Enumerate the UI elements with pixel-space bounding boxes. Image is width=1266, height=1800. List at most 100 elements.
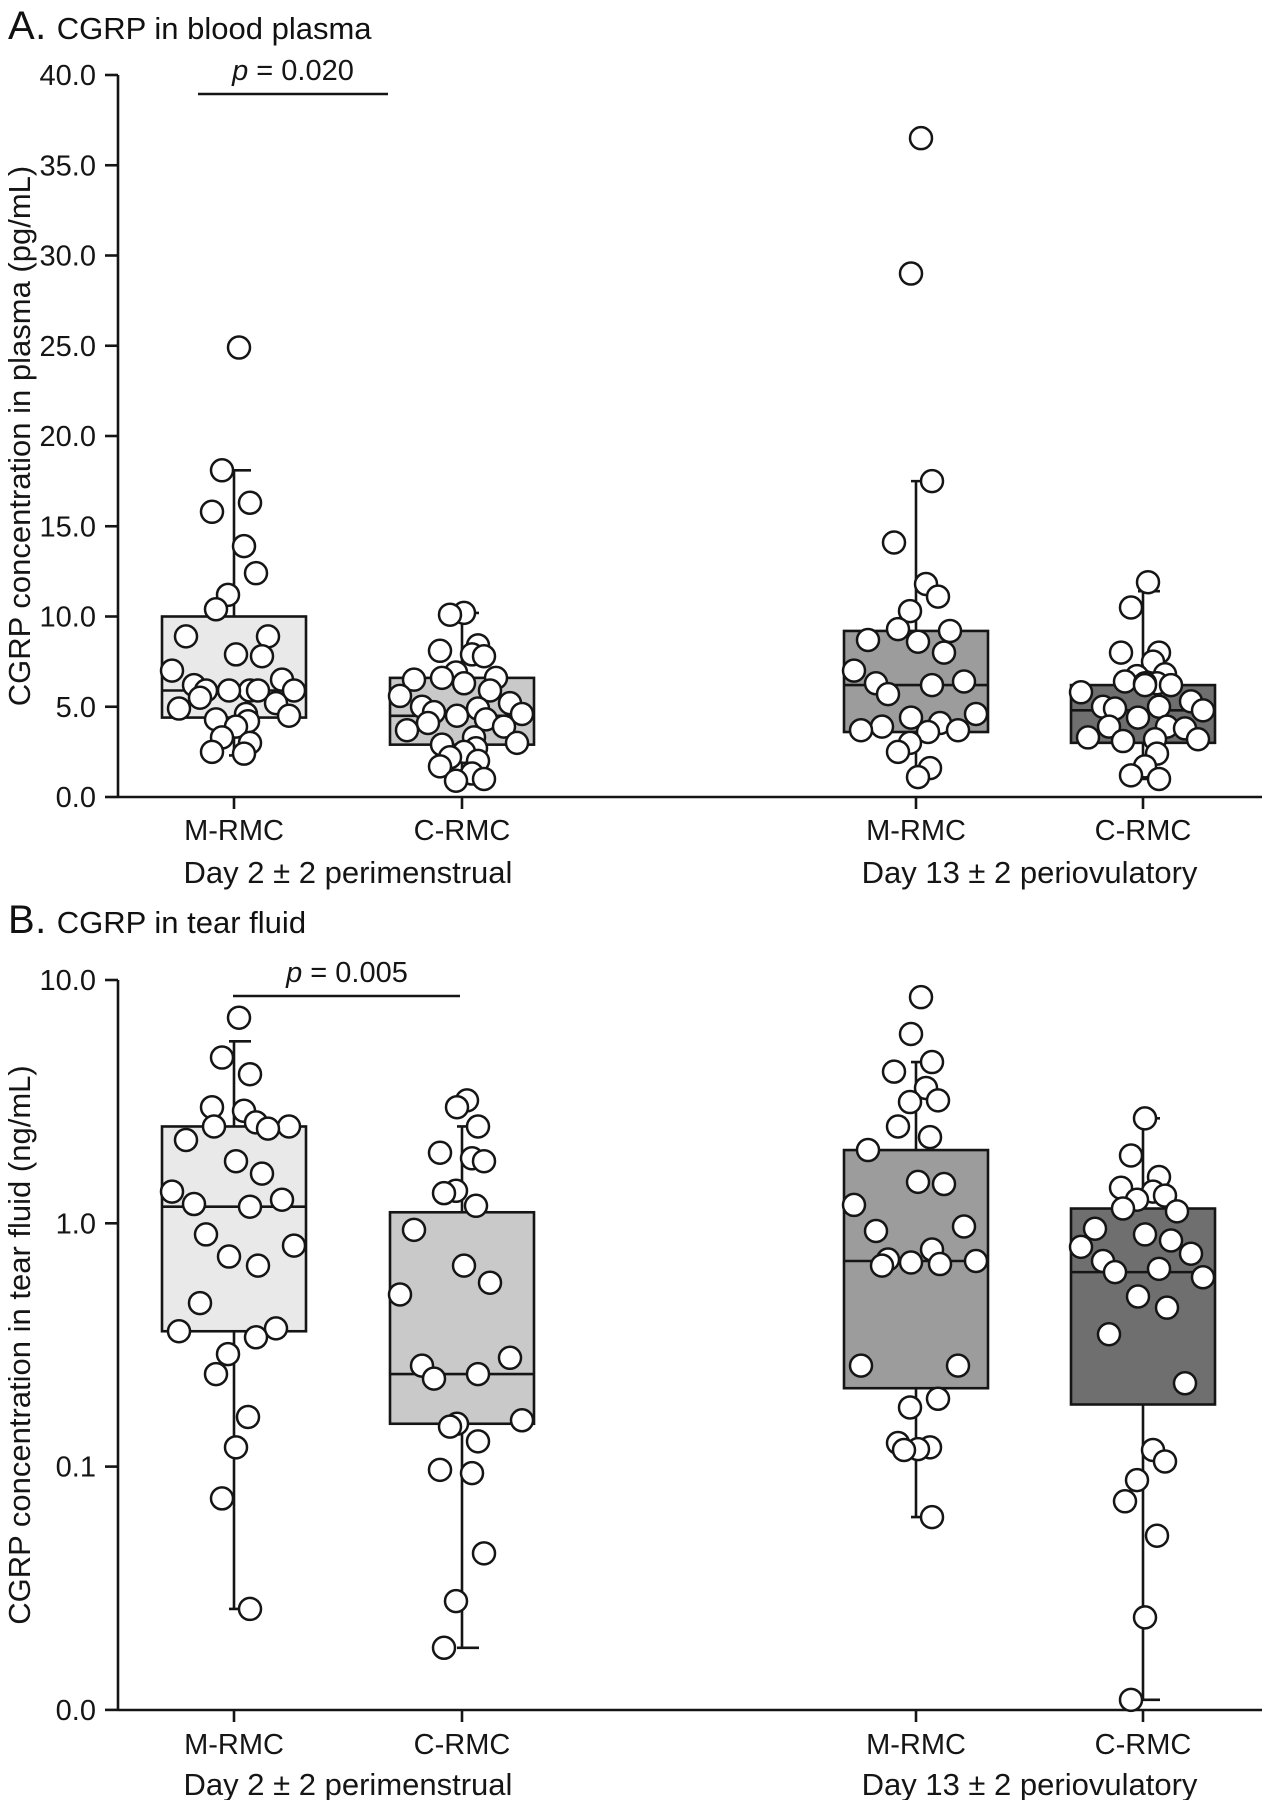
- data-point: [249, 643, 275, 669]
- data-point: [443, 768, 469, 794]
- data-point: [1158, 1228, 1184, 1253]
- data-point: [427, 638, 453, 664]
- data-point: [465, 1114, 491, 1139]
- data-point: [1118, 595, 1144, 620]
- panel-a-cycle-caption-0: Day 2 ± 2 perimenstrual: [184, 855, 513, 890]
- data-point: [199, 499, 225, 525]
- data-point: [1152, 1449, 1178, 1474]
- panel-b-header: B. CGRP in tear fluid: [8, 898, 306, 943]
- panel-b-group-m-rmc-2: M-RMC: [841, 984, 990, 1761]
- data-point: [919, 468, 945, 494]
- data-point: [915, 719, 941, 745]
- panel-a-label: A.: [8, 4, 47, 48]
- data-point: [427, 1140, 453, 1165]
- data-point: [281, 1233, 307, 1258]
- panel-b-label: B.: [8, 898, 47, 942]
- data-point: [1164, 1199, 1190, 1224]
- data-point: [1172, 1371, 1198, 1396]
- data-point: [471, 766, 497, 792]
- data-point: [223, 1435, 249, 1460]
- data-point: [401, 667, 427, 692]
- panel-b-group-m-rmc-0: M-RMC: [159, 1005, 308, 1761]
- panel-b-y-tick-label: 0.0: [56, 1695, 96, 1727]
- data-point: [1112, 1489, 1138, 1514]
- data-point: [477, 678, 503, 703]
- panel-b-group-c-rmc-3: C-RMC: [1068, 1106, 1217, 1761]
- data-point: [249, 1161, 275, 1186]
- data-point: [431, 1180, 457, 1206]
- data-point: [898, 1021, 924, 1047]
- panel-a-y-axis-title: CGRP concentration in plasma (pg/mL): [2, 166, 37, 706]
- data-point: [1144, 1523, 1170, 1548]
- data-point: [459, 1460, 485, 1486]
- data-point: [897, 1395, 923, 1420]
- box: [388, 1210, 536, 1426]
- panel-a-y-tick-label: 5.0: [56, 692, 96, 724]
- data-point: [387, 1282, 413, 1307]
- data-point: [1102, 1259, 1128, 1285]
- panel-a-group-m-rmc-2: M-RMC: [841, 125, 990, 847]
- data-point: [891, 1437, 917, 1463]
- group-label: C-RMC: [1095, 1729, 1192, 1761]
- data-point: [1146, 1256, 1172, 1282]
- data-point: [237, 1194, 263, 1219]
- data-point: [1154, 1295, 1180, 1320]
- data-point: [1190, 698, 1216, 723]
- group-label: M-RMC: [866, 815, 966, 847]
- data-point: [881, 1059, 907, 1084]
- panel-a-y-tick-label: 40.0: [40, 60, 96, 92]
- data-point: [1125, 705, 1151, 730]
- data-point: [1068, 1234, 1094, 1260]
- data-point: [1110, 728, 1136, 754]
- data-point: [855, 1137, 881, 1163]
- data-point: [276, 1114, 302, 1139]
- data-point: [255, 1116, 281, 1141]
- panel-a-y-tick-label: 15.0: [40, 511, 96, 543]
- data-point: [905, 1169, 931, 1195]
- data-point: [491, 714, 517, 739]
- data-point: [885, 1114, 911, 1139]
- data-point: [848, 717, 874, 743]
- panel-a-y-tick-label: 35.0: [40, 150, 96, 182]
- data-point: [908, 984, 934, 1010]
- data-point: [187, 1290, 213, 1316]
- data-point: [925, 1088, 951, 1113]
- data-point: [919, 1049, 945, 1075]
- data-point: [931, 640, 957, 665]
- data-point: [945, 717, 971, 743]
- data-point: [1125, 1284, 1151, 1309]
- data-point: [1190, 1265, 1216, 1290]
- data-point: [1112, 669, 1138, 694]
- group-label: C-RMC: [414, 815, 511, 847]
- data-point: [216, 678, 242, 703]
- panel-a-group-m-rmc-0: M-RMC: [159, 335, 308, 847]
- panel-a-group-c-rmc-3: C-RMC: [1068, 569, 1217, 847]
- data-point: [226, 335, 252, 360]
- panel-a-y-tick-label: 0.0: [56, 782, 96, 814]
- group-label: M-RMC: [184, 815, 284, 847]
- panel-b-p-value: p = 0.005: [285, 957, 408, 989]
- data-point: [1132, 1106, 1158, 1131]
- data-point: [945, 1353, 971, 1378]
- data-point: [931, 1171, 957, 1197]
- data-point: [905, 764, 931, 790]
- data-point: [951, 1214, 977, 1239]
- data-point: [885, 739, 911, 765]
- data-point: [255, 624, 281, 649]
- panel-b-title: CGRP in tear fluid: [56, 905, 307, 940]
- data-point: [427, 1457, 453, 1483]
- data-point: [885, 616, 911, 642]
- data-point: [203, 597, 229, 622]
- data-point: [209, 458, 235, 483]
- panel-b-y-tick-label: 10.0: [40, 965, 96, 997]
- data-point: [881, 530, 907, 555]
- data-point: [193, 1222, 219, 1247]
- data-point: [451, 671, 477, 696]
- panel-b-cycle-caption-0: Day 2 ± 2 perimenstrual: [184, 1767, 513, 1800]
- panel-a-p-value: p = 0.020: [231, 55, 354, 87]
- data-point: [1075, 725, 1101, 750]
- data-point: [1158, 672, 1184, 698]
- group-label: C-RMC: [1095, 815, 1192, 847]
- data-point: [897, 1089, 923, 1115]
